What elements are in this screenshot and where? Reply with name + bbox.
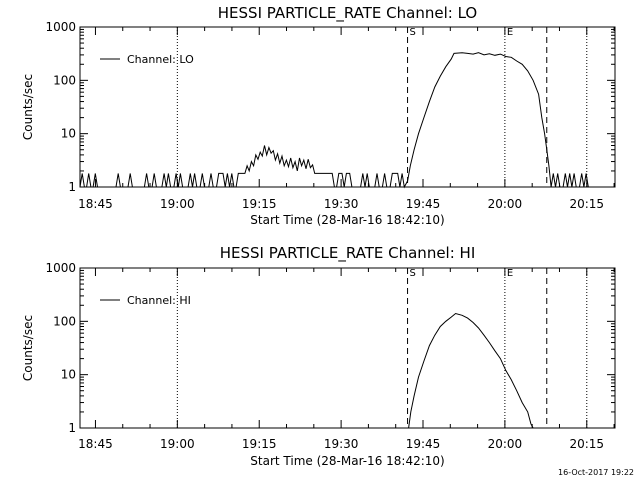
x-tick-label: 19:00 <box>160 197 195 211</box>
y-tick-label: 1000 <box>45 20 76 34</box>
x-tick-label: 19:15 <box>242 197 277 211</box>
series-line <box>408 312 534 429</box>
x-axis-label: Start Time (28-Mar-16 18:42:10) <box>250 454 444 468</box>
y-axis-label: Counts/sec <box>21 74 35 140</box>
x-tick-label: 19:30 <box>324 197 359 211</box>
chart-panel-hi: HESSI PARTICLE_RATE Channel: HI 1 10 100 100… <box>21 244 616 468</box>
x-tick-label: 19:00 <box>160 437 195 451</box>
y-axis-label: Counts/sec <box>21 315 35 381</box>
x-axis-label: Start Time (28-Mar-16 18:42:10) <box>250 213 444 227</box>
x-tick-label: 20:00 <box>488 197 523 211</box>
marker-label: E <box>507 27 513 38</box>
y-tick-label: 1 <box>68 180 76 194</box>
plot-frame <box>79 267 616 429</box>
x-tick-label: 19:45 <box>406 197 441 211</box>
legend-label: Channel: HI <box>127 294 191 307</box>
plot-frame <box>79 26 616 188</box>
x-tick-label: 18:45 <box>78 437 113 451</box>
y-tick-label: 10 <box>61 127 76 141</box>
x-tick-label: 19:30 <box>324 437 359 451</box>
x-tick-label: 18:45 <box>78 197 113 211</box>
y-tick-label: 1 <box>68 421 76 435</box>
marker-label: S <box>410 268 416 279</box>
y-tick-label: 100 <box>53 314 76 328</box>
legend-label: Channel: LO <box>127 53 194 66</box>
y-tick-label: 1000 <box>45 261 76 275</box>
chart-title: HESSI PARTICLE_RATE Channel: LO <box>218 4 477 23</box>
series-line <box>79 52 589 189</box>
x-tick-label: 20:00 <box>488 437 523 451</box>
chart-title: HESSI PARTICLE_RATE Channel: HI <box>220 244 476 263</box>
date-stamp: 16-Oct-2017 19:22 <box>558 468 634 477</box>
marker-label: E <box>507 268 513 279</box>
x-tick-label: 19:15 <box>242 437 277 451</box>
chart-panel-lo: HESSI PARTICLE_RATE Channel: LO 1 10 100 100… <box>21 4 616 227</box>
x-tick-label: 20:15 <box>569 437 604 451</box>
x-tick-label: 20:15 <box>569 197 604 211</box>
marker-label: S <box>410 27 416 38</box>
y-tick-label: 10 <box>61 368 76 382</box>
x-tick-label: 19:45 <box>406 437 441 451</box>
y-tick-label: 100 <box>53 73 76 87</box>
